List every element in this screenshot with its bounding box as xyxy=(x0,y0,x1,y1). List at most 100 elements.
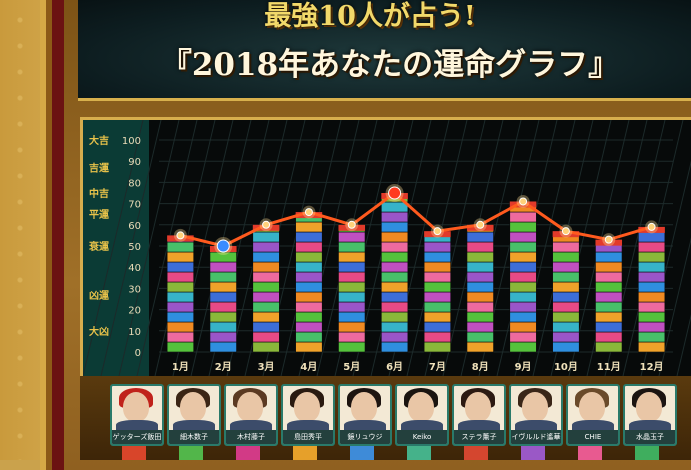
bar-segment xyxy=(166,331,194,343)
fortune-level-label: 大凶 xyxy=(89,325,109,338)
bar-segment xyxy=(338,241,366,253)
avatar xyxy=(294,392,320,422)
y-tick-label: 20 xyxy=(128,306,141,317)
bar-segment xyxy=(552,331,580,343)
bar-segment xyxy=(252,241,280,253)
bar-segment xyxy=(552,261,580,273)
avatar-body xyxy=(287,420,329,432)
color-swatch xyxy=(635,446,659,460)
grid-line-diagonal xyxy=(100,119,162,377)
bar-segment xyxy=(509,211,537,223)
fortune-teller-card: Keiko xyxy=(395,384,449,446)
bar-segment xyxy=(338,261,366,273)
bar-segment xyxy=(595,341,623,353)
bar-segment xyxy=(638,231,666,243)
bar-segment xyxy=(509,321,537,333)
bar-segment xyxy=(295,341,323,353)
fortune-teller-name: 細木数子 xyxy=(169,430,219,444)
bar-segment xyxy=(595,251,623,263)
bar-segment xyxy=(295,271,323,283)
fortune-teller-card: 水晶玉子 xyxy=(623,384,677,446)
bar-segment xyxy=(209,281,237,293)
bar-segment xyxy=(295,311,323,323)
fortune-teller-name: イヴルルド遙華 xyxy=(511,430,561,444)
color-swatch xyxy=(578,446,602,460)
bar-segment xyxy=(552,321,580,333)
avatar-body xyxy=(401,420,443,432)
grid-line-diagonal xyxy=(118,119,180,377)
low-marker xyxy=(216,239,230,253)
x-tick-label: 10月 xyxy=(554,361,578,373)
bar-segment xyxy=(423,301,451,313)
bar-segment xyxy=(209,291,237,303)
bar-segment xyxy=(295,261,323,273)
bar-segment xyxy=(295,281,323,293)
bar-segment xyxy=(252,321,280,333)
fortune-level-label: 衰運 xyxy=(88,240,109,253)
bar-segment xyxy=(423,311,451,323)
bar-segment xyxy=(423,331,451,343)
bar-segment xyxy=(595,261,623,273)
bar-segment xyxy=(295,221,323,233)
bar-segment xyxy=(552,341,580,353)
fortune-teller-name: Keiko xyxy=(397,430,447,444)
avatar xyxy=(522,392,548,422)
bar-segment xyxy=(595,281,623,293)
trend-point xyxy=(304,208,313,217)
y-tick-label: 10 xyxy=(128,327,141,338)
bar-segment xyxy=(338,301,366,313)
fortune-level-label: 中吉 xyxy=(89,187,109,200)
bar-segment xyxy=(552,271,580,283)
bar-segment xyxy=(381,241,409,253)
bar-segment xyxy=(638,311,666,323)
bar-segment xyxy=(209,321,237,333)
avatar-body xyxy=(572,420,614,432)
bar-segment xyxy=(509,331,537,343)
bar-segment xyxy=(638,271,666,283)
bar-segment xyxy=(595,311,623,323)
bar-segment xyxy=(295,331,323,343)
fortune-teller-card: 木村藤子 xyxy=(224,384,278,446)
fortune-teller-card: 鏡リュウジ xyxy=(338,384,392,446)
bar-segment xyxy=(466,311,494,323)
bar-segment xyxy=(595,301,623,313)
bar-segment xyxy=(166,301,194,313)
trend-point xyxy=(561,227,570,236)
color-swatch xyxy=(407,446,431,460)
avatar-body xyxy=(173,420,215,432)
trend-point xyxy=(519,197,528,206)
bar-segment xyxy=(466,341,494,353)
avatar-body xyxy=(230,420,272,432)
bar-segment xyxy=(509,291,537,303)
bar-segment xyxy=(552,301,580,313)
bar-segment xyxy=(252,251,280,263)
color-swatch xyxy=(293,446,317,460)
trend-line xyxy=(180,191,653,248)
bar-segment xyxy=(638,281,666,293)
bar-segment xyxy=(209,301,237,313)
bar-segment xyxy=(166,271,194,283)
avatar xyxy=(408,392,434,422)
bar-segment xyxy=(638,331,666,343)
bar-segment xyxy=(338,271,366,283)
bar-segment xyxy=(252,301,280,313)
bar-segment xyxy=(381,201,409,213)
peak-marker xyxy=(388,186,402,200)
bar-segment xyxy=(552,251,580,263)
bar-segment xyxy=(381,281,409,293)
bar-segment xyxy=(466,281,494,293)
bar-segment xyxy=(338,321,366,333)
bar-segment xyxy=(509,271,537,283)
bar-segment xyxy=(466,271,494,283)
fortune-teller-name: 鏡リュウジ xyxy=(340,430,390,444)
x-tick-label: 2月 xyxy=(215,361,232,373)
bar-segment xyxy=(381,231,409,243)
bar-segment xyxy=(595,271,623,283)
bar-segment xyxy=(466,331,494,343)
bar-segment xyxy=(466,241,494,253)
fortune-teller-name: ゲッターズ飯田 xyxy=(112,430,162,444)
bar-segment xyxy=(252,291,280,303)
bar-segment xyxy=(209,311,237,323)
bar-segment xyxy=(209,341,237,353)
